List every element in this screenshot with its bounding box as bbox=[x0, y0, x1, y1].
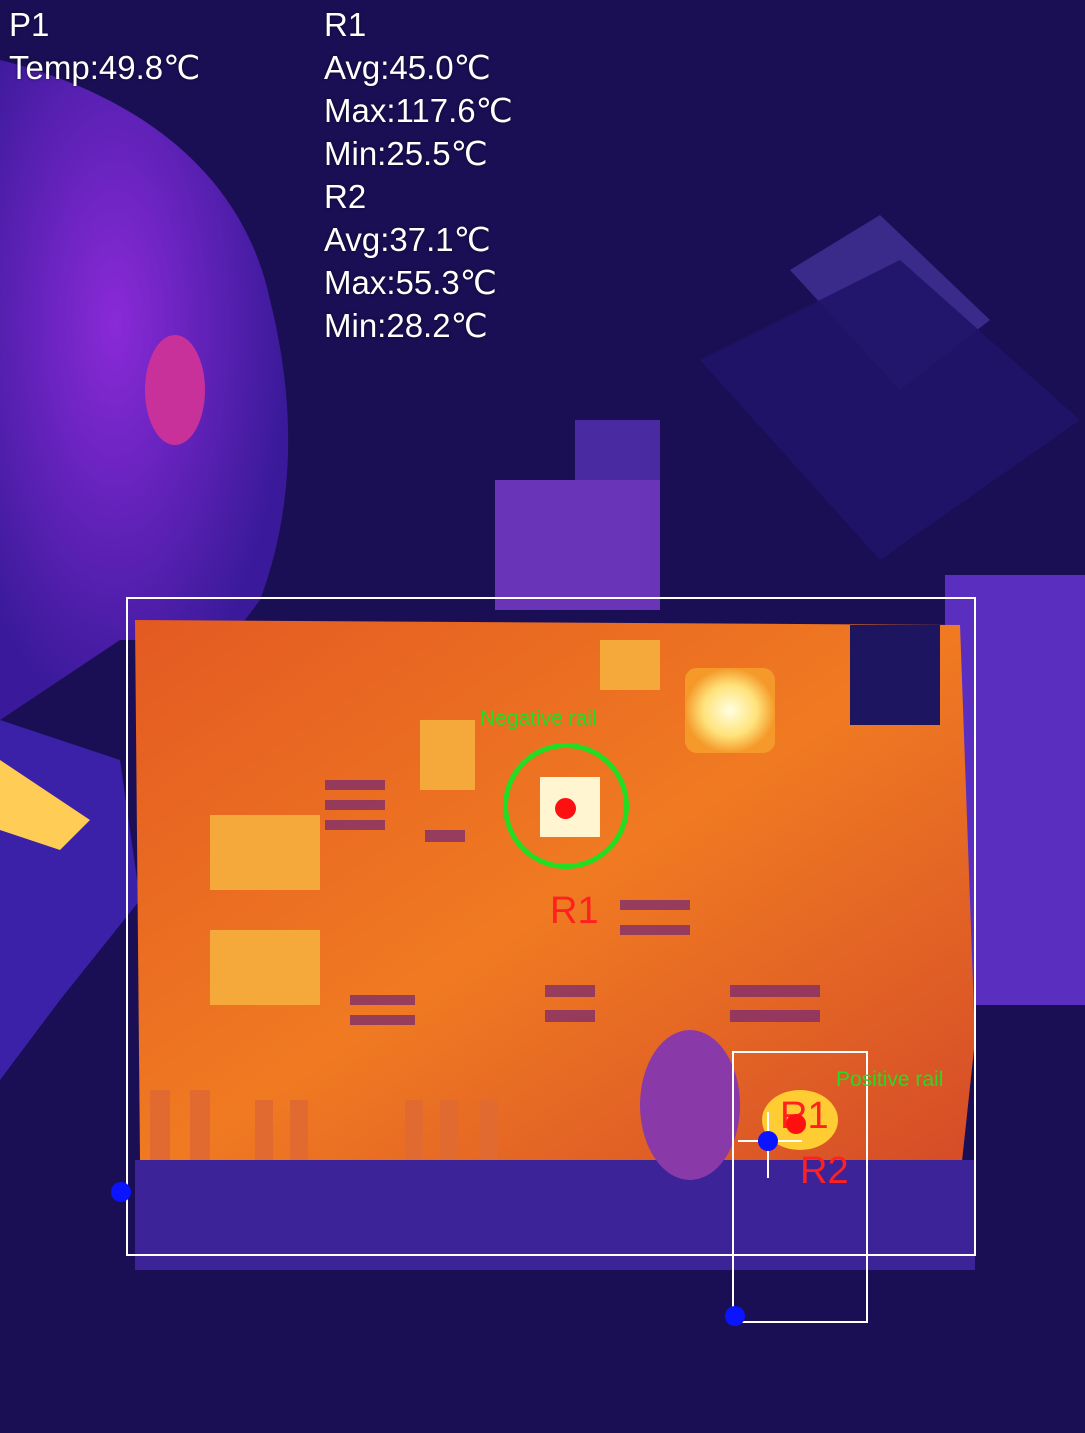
roi-readout: R1 Avg:45.0℃ Max:117.6℃ Min:25.5℃ R2 Avg… bbox=[324, 3, 513, 347]
roi-r1-anchor-handle[interactable] bbox=[111, 1182, 131, 1202]
r2-label: R2 bbox=[800, 1150, 849, 1192]
r1-min: Min:25.5℃ bbox=[324, 135, 488, 172]
r2-avg: Avg:37.1℃ bbox=[324, 221, 491, 258]
r1-avg: Avg:45.0℃ bbox=[324, 49, 491, 86]
roi-r2-anchor-handle[interactable] bbox=[725, 1306, 745, 1326]
circuit-board bbox=[135, 620, 975, 1180]
roi-r2-box[interactable] bbox=[732, 1051, 868, 1323]
r1-max-point bbox=[555, 798, 576, 819]
p1-readout: P1 Temp:49.8℃ bbox=[9, 3, 200, 89]
r2-max-point bbox=[786, 1114, 806, 1134]
head-silhouette bbox=[0, 60, 289, 720]
r2-min: Min:28.2℃ bbox=[324, 307, 488, 344]
negative-rail-label: Negative rail bbox=[480, 707, 597, 730]
r1-name: R1 bbox=[324, 6, 367, 43]
p1-temp: Temp:49.8℃ bbox=[9, 49, 201, 86]
p1-point-marker[interactable] bbox=[758, 1131, 778, 1151]
negative-rail-marker-ring bbox=[503, 743, 629, 869]
p1-name: P1 bbox=[9, 6, 50, 43]
r2-max: Max:55.3℃ bbox=[324, 264, 497, 301]
r1-label-small: R1 bbox=[780, 1095, 829, 1137]
r1-max: Max:117.6℃ bbox=[324, 92, 513, 129]
roi-r1-box[interactable] bbox=[126, 597, 976, 1256]
r1-label: R1 bbox=[550, 890, 599, 932]
r2-name: R2 bbox=[324, 178, 367, 215]
positive-rail-label: Positive rail bbox=[836, 1068, 944, 1091]
